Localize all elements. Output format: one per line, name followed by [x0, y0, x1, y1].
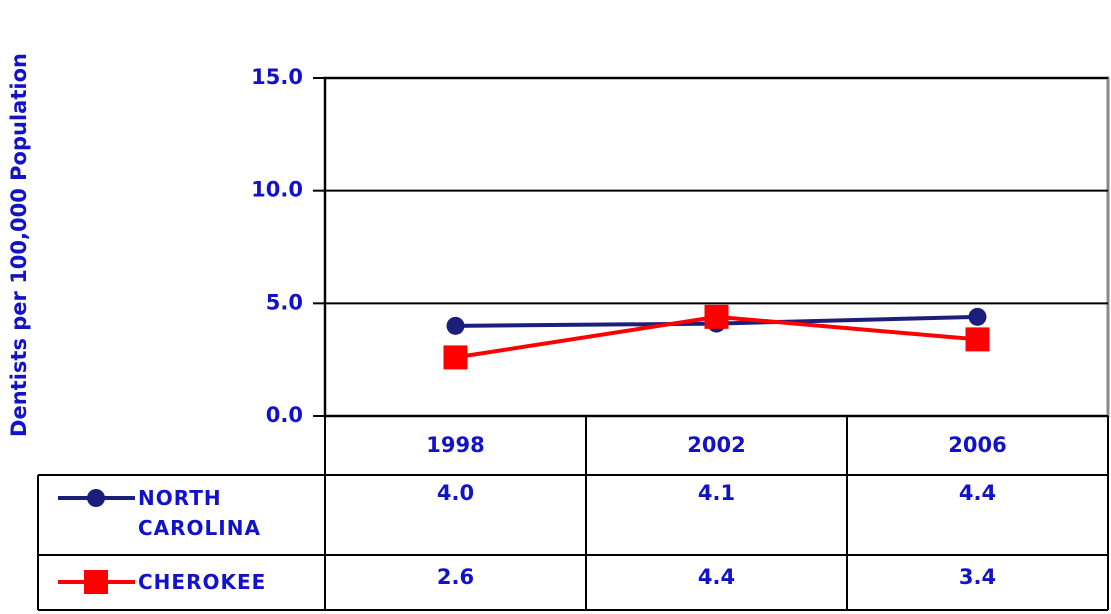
y-tick-label: 5.0 [266, 290, 303, 314]
table-value: 2.6 [437, 565, 474, 589]
table-value: 4.4 [959, 481, 996, 505]
legend-marker [84, 570, 108, 594]
table-value: 4.0 [437, 481, 474, 505]
x-tick-label: 2002 [687, 433, 745, 457]
legend-label: NORTH CAROLINA [138, 486, 261, 540]
y-tick-label: 10.0 [251, 178, 303, 202]
legend-marker [87, 489, 105, 507]
marker [704, 304, 729, 329]
table-value: 4.1 [698, 481, 735, 505]
y-tick-label: 0.0 [266, 403, 303, 427]
marker [968, 307, 987, 326]
plot-area [323, 76, 1110, 418]
marker [443, 345, 468, 370]
legend-label: CHEROKEE [138, 570, 267, 594]
y-tick-label: 15.0 [251, 65, 303, 89]
marker [446, 316, 465, 335]
x-tick-label: 2006 [948, 433, 1006, 457]
table-value: 4.4 [698, 565, 735, 589]
x-tick-label: 1998 [426, 433, 484, 457]
y-axis-label: Dentists per 100,000 Population [7, 53, 31, 437]
marker [965, 327, 990, 352]
table-value: 3.4 [959, 565, 996, 589]
